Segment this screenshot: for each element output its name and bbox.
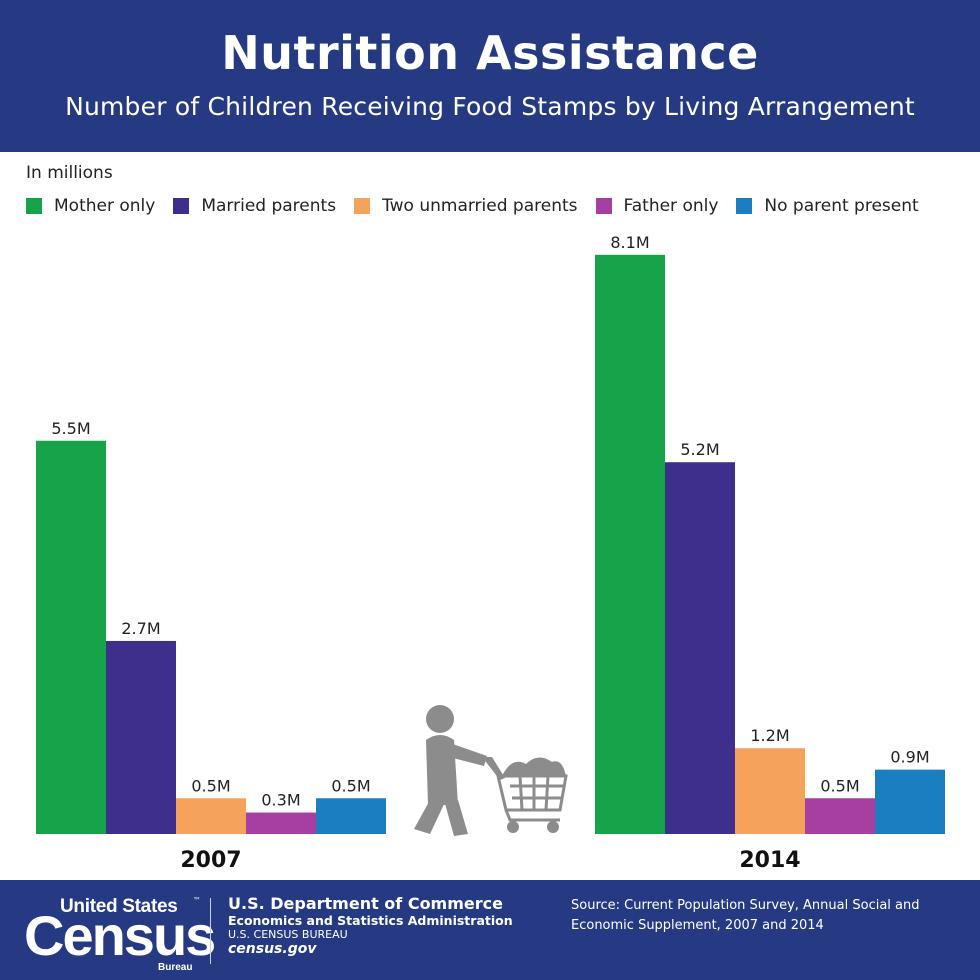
legend-swatch <box>736 198 753 214</box>
bar-2007-mother-only <box>36 440 106 834</box>
legend-item-mother-only: Mother only <box>26 196 155 216</box>
logo-text-top: United States <box>60 896 178 917</box>
bar-2014-mother-only <box>595 254 665 835</box>
legend-item-married-parents: Married parents <box>173 196 336 216</box>
logo-text-main: Census <box>24 904 216 967</box>
value-label: 0.9M <box>890 748 929 767</box>
department-subtitle: Economics and Statistics Administration <box>228 913 513 929</box>
value-label: 0.3M <box>261 791 300 810</box>
footer-banner: United States ™ Census Bureau U.S. Depar… <box>0 880 980 980</box>
bars-layer <box>36 254 945 835</box>
legend-label: Mother only <box>54 196 156 216</box>
units-label: In millions <box>26 163 113 183</box>
bureau-name: U.S. CENSUS BUREAU <box>228 928 348 942</box>
value-label: 5.2M <box>680 440 719 459</box>
bar-2014-father-only <box>805 798 875 834</box>
value-label: 1.2M <box>750 726 789 745</box>
value-labels-layer: 5.5M 2.7M 0.5M 0.3M 0.5M 8.1M 5.2M 1.2M 0.5M 0.9M <box>51 233 929 810</box>
bar-2007-no-parent-present <box>316 798 386 834</box>
value-label: 5.5M <box>51 419 90 438</box>
value-label: 0.5M <box>331 776 370 795</box>
value-label: 8.1M <box>610 233 649 252</box>
bar-2007-married-parents <box>106 640 176 834</box>
footer-divider <box>210 898 211 964</box>
category-label-2014: 2014 <box>739 848 800 873</box>
legend-label: No parent present <box>764 196 919 216</box>
bar-2014-married-parents <box>665 462 735 834</box>
legend-swatch <box>26 198 42 214</box>
legend-item-two-unmarried-parents: Two unmarried parents <box>354 196 578 216</box>
legend-label: Two unmarried parents <box>382 196 578 216</box>
value-label: 2.7M <box>121 619 160 638</box>
bar-2014-no-parent-present <box>875 769 945 834</box>
legend-swatch <box>354 198 371 214</box>
chart-legend: Mother only Married parents Two unmarrie… <box>26 196 919 216</box>
bar-chart: 5.5M 2.7M 0.5M 0.3M 0.5M 8.1M 5.2M 1.2M 0.5M 0.9M… <box>36 233 945 873</box>
legend-label: Father only <box>623 196 719 216</box>
bar-2007-father-only <box>246 812 316 834</box>
page-subtitle: Number of Children Receiving Food Stamps… <box>65 92 915 121</box>
department-block: U.S. Department of Commerce Economics an… <box>228 894 513 958</box>
source-note: Source: Current Population Survey, Annua… <box>571 898 920 933</box>
value-label: 0.5M <box>191 776 230 795</box>
category-labels-layer: 2007 2014 <box>180 848 800 873</box>
logo-text-bureau: Bureau <box>158 962 193 973</box>
census-bureau-logo: United States ™ Census Bureau <box>22 892 216 973</box>
value-label: 0.5M <box>820 776 859 795</box>
department-name: U.S. Department of Commerce <box>228 894 503 913</box>
shopping-cart-person-icon <box>414 705 568 836</box>
page-title: Nutrition Assistance <box>221 26 759 80</box>
bar-2007-two-unmarried-parents <box>176 798 246 834</box>
header-banner: Nutrition Assistance Number of Children … <box>0 0 980 152</box>
logo-trademark: ™ <box>193 896 201 905</box>
category-label-2007: 2007 <box>180 848 241 873</box>
legend-label: Married parents <box>201 196 337 216</box>
website-url: census.gov <box>228 941 317 958</box>
legend-swatch <box>595 198 612 214</box>
bar-2014-two-unmarried-parents <box>735 748 805 834</box>
legend-item-no-parent-present: No parent present <box>736 196 919 216</box>
legend-swatch <box>173 198 190 214</box>
legend-item-father-only: Father only <box>595 196 719 216</box>
